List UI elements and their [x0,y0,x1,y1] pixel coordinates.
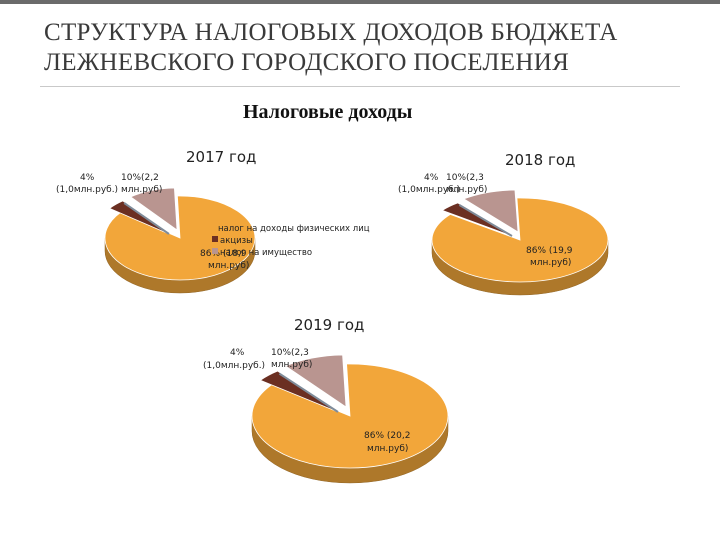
label-2018-ndfl-line1: 86% (19,9 [526,246,573,256]
label-2019-excise-line1: 4% [230,348,245,358]
label-2018-property-line1: 10%(2,3 [446,173,484,183]
slice-2018-property [462,189,519,233]
page-title: СТРУКТУРА НАЛОГОВЫХ ДОХОДОВ БЮДЖЕТА ЛЕЖН… [44,18,684,78]
legend-item-ndfl: налог на доходы физических лиц [218,224,370,234]
label-2019-property-line2: млн.руб) [271,360,312,370]
label-2017-excise-line2: (1,0млн.руб.) [56,185,118,195]
legend-2017: налог на доходы физических лиц акцизы на… [212,224,370,258]
pie-2017-slices [104,187,256,294]
pie-chart-2018: 2018 год 4% (1,0млн.руб.) 10%(2,3 млн.ру… [398,151,609,296]
label-2017-property-line1: 10%(2,2 [121,173,159,183]
slice-2018-divider [458,204,513,237]
slice-2018-ndfl [431,197,609,283]
title-divider [40,86,680,87]
slice-2017-excise [108,200,170,235]
label-2017-property-line2: млн.руб) [121,185,162,195]
slice-2019-divider [278,372,339,413]
legend-item-property: налог на имущество [220,248,312,258]
label-2018-property-line2: млн.руб) [446,185,487,195]
slice-2017-ndfl [104,195,256,281]
pie-chart-2019: 2019 год 4% (1,0млн.руб.) 10%(2,3 млн.ру… [203,316,449,484]
label-2017-ndfl-line1: 86% (18,9 [200,249,247,259]
chart-title-2017: 2017 год [186,148,256,166]
label-2019-excise-line2: (1,0млн.руб.) [203,361,265,371]
slice-2019-property [284,354,347,408]
label-2019-property-line1: 10%(2,3 [271,348,309,358]
legend-swatch-excise [212,236,218,242]
label-2017-ndfl-line2: млн.руб) [208,261,249,271]
label-2018-excise-line2: (1,0млн.руб.) [398,185,460,195]
chart-subtitle: Налоговые доходы [243,101,413,123]
slice-2017-property [130,187,178,231]
slice-2017-divider [123,202,170,235]
legend-swatch-property [212,248,218,254]
pie-chart-2017: 2017 год 4% (1,0млн.руб.) 10%(2,2 млн.ру… [56,148,370,294]
page-title-line-2: ЛЕЖНЕВСКОГО ГОРОДСКОГО ПОСЕЛЕНИЯ [44,49,570,76]
label-2019-ndfl-line2: млн.руб) [367,444,408,454]
pie-2019-slices [251,354,449,484]
legend-item-excise: акцизы [220,236,253,246]
label-2019-ndfl-line1: 86% (20,2 [364,431,410,441]
page-title-line-1: СТРУКТУРА НАЛОГОВЫХ ДОХОДОВ БЮДЖЕТА [44,19,618,46]
slice-2018-excise [441,202,513,237]
label-2017-excise-line1: 4% [80,173,95,183]
label-2018-excise-line1: 4% [424,173,439,183]
label-2018-ndfl-line2: млн.руб) [530,258,571,268]
slice-2019-ndfl [251,363,449,469]
chart-title-2019: 2019 год [294,316,364,334]
slice-2019-excise [259,370,339,413]
top-frame-bar [0,0,720,4]
pie-2018-slices [431,189,609,296]
chart-title-2018: 2018 год [505,151,575,169]
